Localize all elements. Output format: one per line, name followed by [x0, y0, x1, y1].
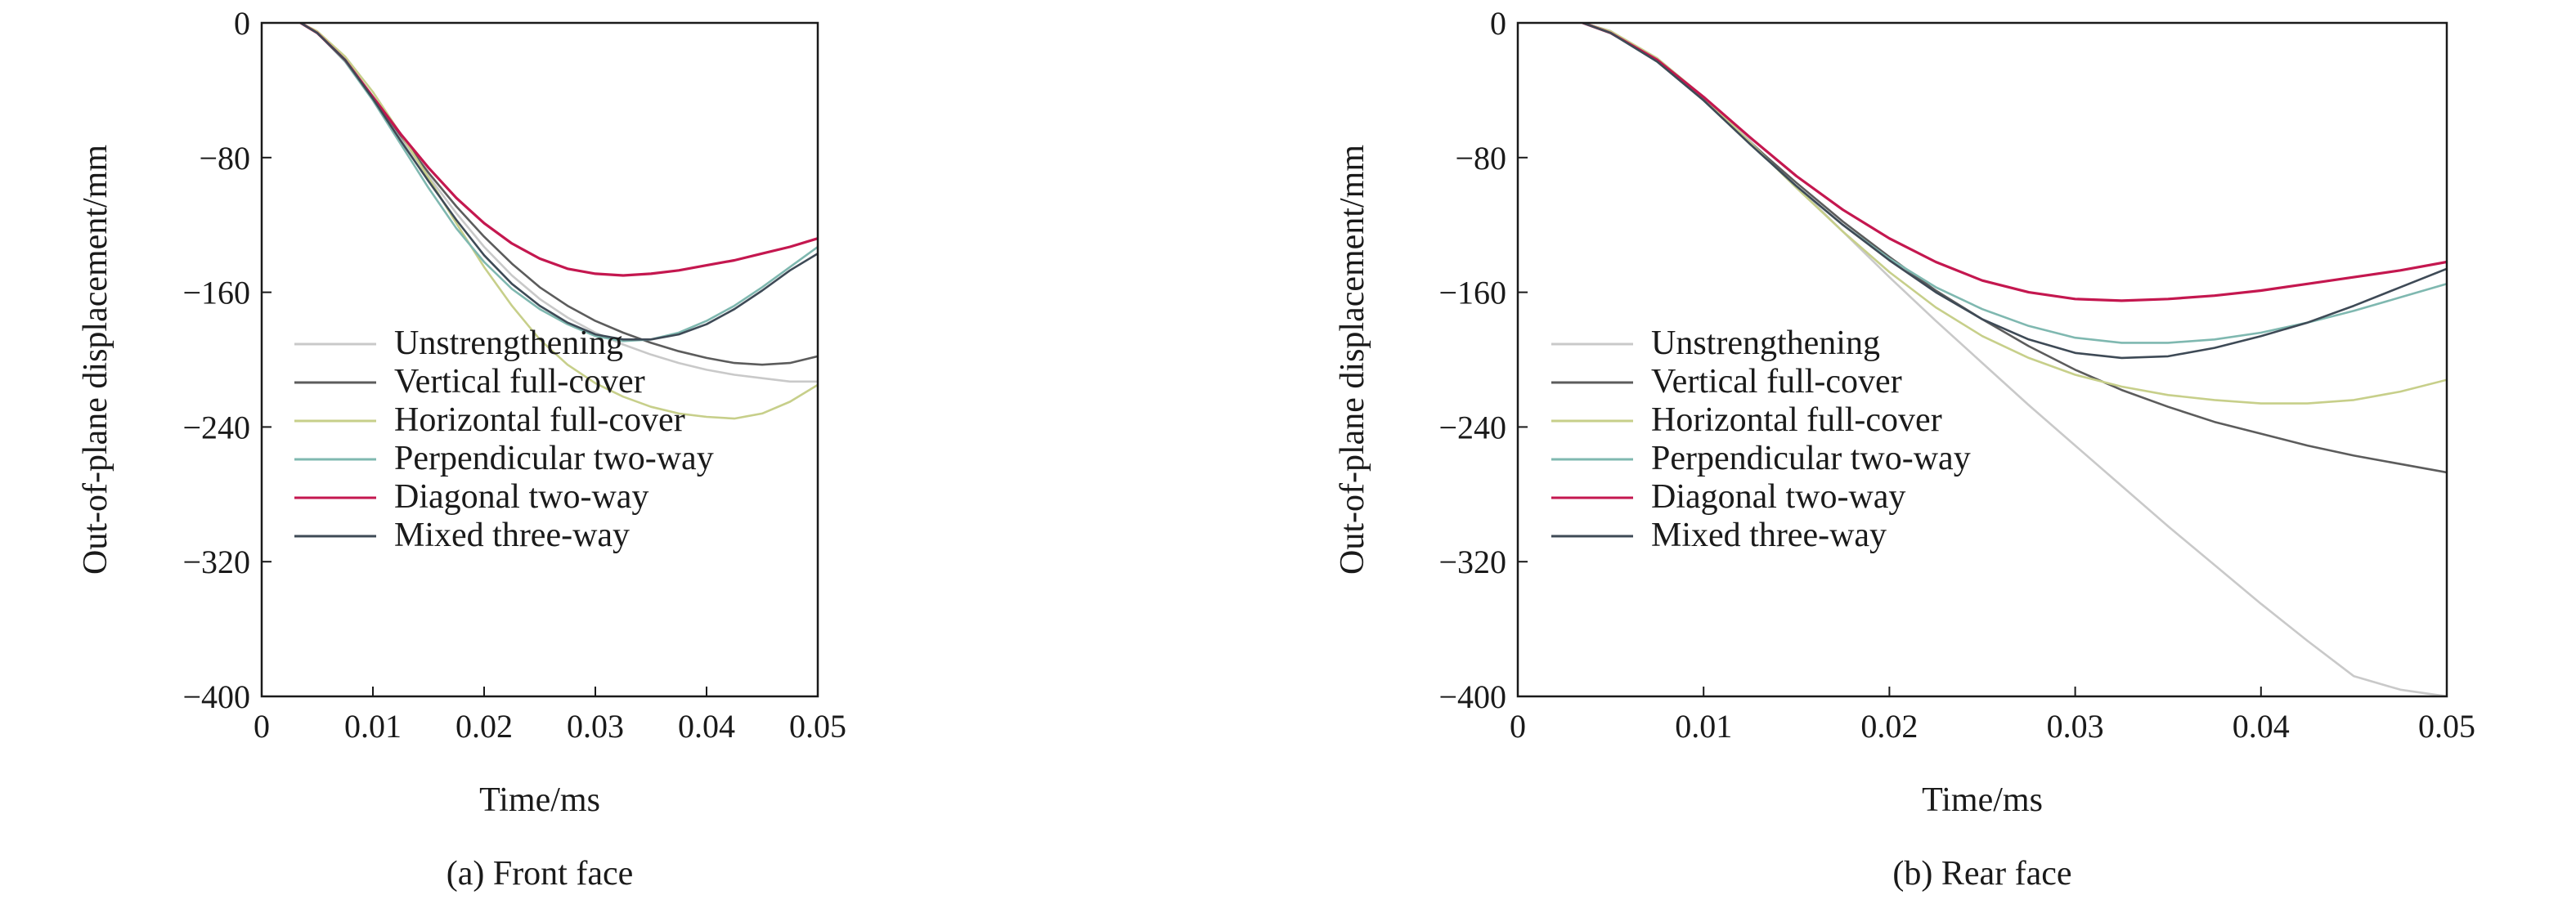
y-tick-label: −160 — [1438, 275, 1506, 311]
legend-label: Perpendicular two-way — [394, 440, 714, 477]
series-line-perpendicular-two-way — [1582, 23, 2447, 344]
x-tick-label: 0.05 — [789, 708, 846, 745]
legend-label: Horizontal full-cover — [394, 401, 685, 439]
series-line-perpendicular-two-way — [299, 23, 818, 342]
series-line-diagonal-two-way — [1581, 23, 2447, 302]
x-tick-label: 0.01 — [1675, 708, 1732, 745]
legend-label: Horizontal full-cover — [1651, 401, 1942, 439]
y-axis-label: Out-of-plane displacement/mm — [1334, 145, 1371, 575]
y-tick-label: −320 — [1438, 544, 1506, 580]
x-axis-label: Time/ms — [479, 781, 600, 819]
y-tick-label: −160 — [182, 275, 250, 311]
legend-label: Mixed three-way — [394, 517, 630, 554]
series-line-diagonal-two-way — [299, 23, 818, 277]
series-line-mixed-three-way — [299, 23, 818, 341]
legend-label: Unstrengthening — [394, 324, 623, 362]
x-tick-label: 0.05 — [2418, 708, 2475, 745]
plot-frame — [260, 21, 819, 698]
y-tick-label: 0 — [1490, 5, 1506, 42]
legend-label: Vertical full-cover — [1651, 363, 1902, 401]
x-tick-label: 0.04 — [678, 708, 735, 745]
y-tick-label: −80 — [199, 140, 250, 177]
y-tick-label: −240 — [1438, 409, 1506, 445]
series-line-horizontal-full-cover — [299, 23, 818, 420]
x-tick-label: 0.02 — [456, 708, 513, 745]
x-tick-label: 0 — [1510, 708, 1526, 745]
legend-label: Diagonal two-way — [1651, 478, 1905, 516]
y-tick-label: −400 — [182, 678, 250, 715]
panel-front-face: 0 0.01 0.02 0.03 0.04 0.05 0 −80 −160 −240 −320 −40… — [77, 5, 846, 893]
plot-frame — [1516, 21, 2448, 698]
x-tick-label: 0.01 — [344, 708, 402, 745]
series-lines — [299, 23, 818, 420]
series-line-vertical-full-cover — [299, 23, 818, 366]
x-tick-label: 0.04 — [2233, 708, 2290, 745]
x-tick-label: 0.02 — [1860, 708, 1918, 745]
panel-caption: (b) Rear face — [1892, 855, 2071, 893]
y-tick-label: −400 — [1438, 678, 1506, 715]
legend-label: Mixed three-way — [1651, 517, 1887, 554]
y-axis-label: Out-of-plane displacement/mm — [77, 145, 114, 575]
y-tick-label: 0 — [234, 5, 250, 42]
x-axis-label: Time/ms — [1922, 781, 2043, 819]
x-tick-label: 0.03 — [567, 708, 624, 745]
series-line-mixed-three-way — [1582, 23, 2447, 360]
legend-label: Diagonal two-way — [394, 478, 648, 516]
legend-label: Perpendicular two-way — [1651, 440, 1971, 477]
legend-label: Vertical full-cover — [394, 363, 645, 401]
legend-label: Unstrengthening — [1651, 324, 1880, 362]
panel-caption: (a) Front face — [447, 855, 634, 893]
x-tick-label: 0.03 — [2047, 708, 2104, 745]
x-tick-label: 0 — [254, 708, 270, 745]
y-tick-label: −320 — [182, 544, 250, 580]
panel-rear-face: 0 0.01 0.02 0.03 0.04 0.05 0 −80 −160 −240 −320 −40… — [1334, 5, 2475, 893]
y-tick-label: −240 — [182, 409, 250, 445]
y-tick-label: −80 — [1455, 140, 1506, 177]
series-lines — [1581, 23, 2447, 696]
